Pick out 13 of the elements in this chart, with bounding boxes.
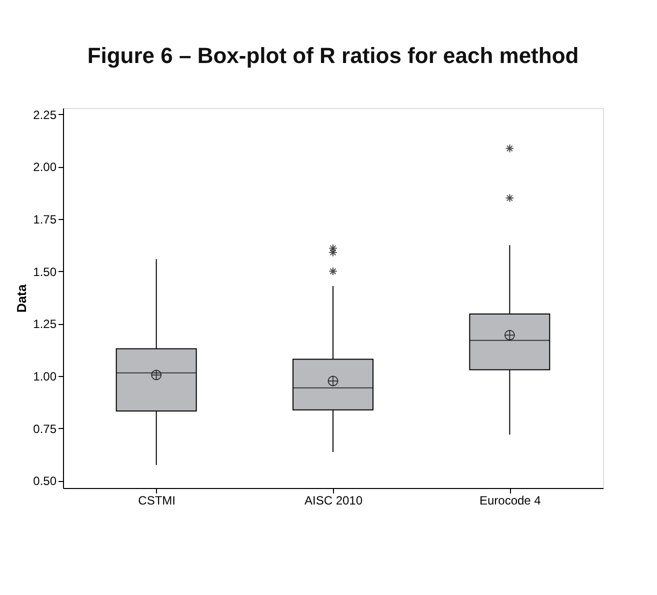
y-tick-label: 1.00 — [33, 369, 57, 384]
chart-title: Figure 6 – Box-plot of R ratios for each method — [87, 43, 579, 68]
y-tick-label: 2.00 — [33, 160, 57, 174]
y-tick-label: 1.50 — [33, 264, 57, 279]
y-tick-label: 2.25 — [33, 108, 57, 122]
x-tick-label: Eurocode 4 — [479, 494, 542, 508]
y-tick-label: 0.50 — [33, 474, 57, 488]
y-tick-label: 1.25 — [33, 317, 57, 332]
y-tick-label: 0.75 — [33, 422, 57, 436]
x-tick-label: CSTMI — [138, 494, 176, 508]
y-tick-label: 1.75 — [33, 212, 57, 226]
y-axis-title: Data — [14, 284, 30, 313]
x-tick-label: AISC 2010 — [304, 494, 363, 508]
